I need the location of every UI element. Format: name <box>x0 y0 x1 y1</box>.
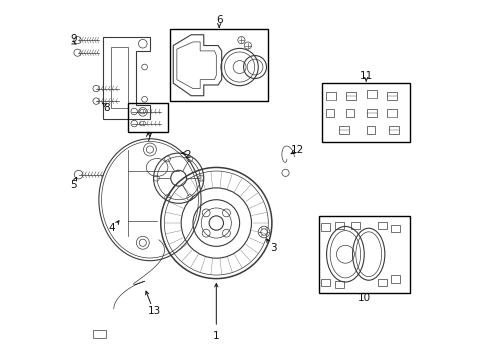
Bar <box>391 275 400 283</box>
Text: 3: 3 <box>270 243 276 253</box>
Bar <box>318 216 410 293</box>
Bar <box>389 126 399 134</box>
Bar <box>368 126 375 134</box>
Bar <box>387 93 397 100</box>
Bar <box>351 222 361 229</box>
Text: 6: 6 <box>216 15 222 26</box>
Bar <box>326 109 334 117</box>
Bar <box>322 83 410 142</box>
Text: 8: 8 <box>103 103 110 113</box>
Bar <box>378 222 388 229</box>
Bar <box>391 225 400 232</box>
Bar <box>320 279 330 286</box>
Text: 13: 13 <box>148 306 161 316</box>
Text: 4: 4 <box>108 224 115 233</box>
Bar <box>170 30 269 101</box>
Bar <box>378 279 388 286</box>
Text: 5: 5 <box>70 180 77 190</box>
Bar <box>346 109 354 117</box>
Bar <box>320 224 330 230</box>
Bar <box>93 330 106 338</box>
Text: 12: 12 <box>291 144 304 154</box>
Bar <box>128 103 168 132</box>
Text: 1: 1 <box>213 331 220 341</box>
Bar <box>346 92 356 100</box>
Bar <box>339 126 349 134</box>
Bar <box>335 281 344 288</box>
Text: 7: 7 <box>145 133 151 143</box>
Bar <box>368 109 377 117</box>
Text: 10: 10 <box>358 293 370 303</box>
Text: 11: 11 <box>360 71 373 81</box>
Text: 2: 2 <box>184 150 191 160</box>
Bar <box>335 222 344 229</box>
Text: 9: 9 <box>70 34 77 44</box>
